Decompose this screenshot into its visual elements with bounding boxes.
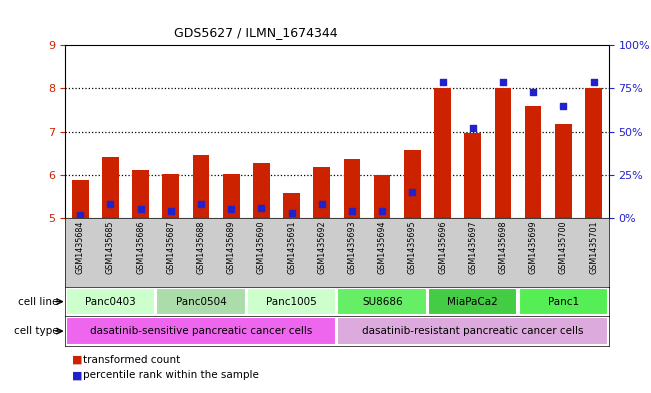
- Bar: [404, 150, 421, 218]
- Text: ■: ■: [72, 354, 82, 365]
- Bar: [223, 174, 240, 218]
- Point: [528, 89, 538, 95]
- Point: [165, 208, 176, 214]
- Text: Panc0504: Panc0504: [176, 297, 227, 307]
- Bar: [337, 317, 608, 345]
- Point: [196, 201, 206, 208]
- Text: GSM1435687: GSM1435687: [166, 220, 175, 274]
- Text: GSM1435689: GSM1435689: [227, 220, 236, 274]
- Text: dasatinib-resistant pancreatic cancer cells: dasatinib-resistant pancreatic cancer ce…: [362, 326, 583, 336]
- Point: [316, 201, 327, 208]
- Bar: [66, 288, 155, 316]
- Point: [226, 206, 236, 213]
- Text: GSM1435699: GSM1435699: [529, 220, 538, 274]
- Bar: [247, 288, 337, 316]
- Bar: [428, 288, 518, 316]
- Bar: [156, 288, 245, 316]
- Bar: [337, 288, 427, 316]
- Bar: [72, 180, 89, 218]
- Text: GSM1435697: GSM1435697: [468, 220, 477, 274]
- Text: GSM1435698: GSM1435698: [499, 220, 508, 274]
- Bar: [525, 106, 542, 218]
- Point: [498, 78, 508, 84]
- Point: [437, 78, 448, 84]
- Text: GSM1435701: GSM1435701: [589, 220, 598, 274]
- Bar: [464, 133, 481, 218]
- Bar: [344, 159, 360, 218]
- Bar: [555, 124, 572, 218]
- Point: [135, 206, 146, 213]
- Bar: [314, 167, 330, 218]
- Bar: [132, 170, 149, 218]
- Text: GSM1435694: GSM1435694: [378, 220, 387, 274]
- Point: [286, 210, 297, 216]
- Text: ■: ■: [72, 370, 82, 380]
- Text: GSM1435688: GSM1435688: [197, 220, 206, 274]
- Text: GSM1435700: GSM1435700: [559, 220, 568, 274]
- Text: GSM1435684: GSM1435684: [76, 220, 85, 274]
- Text: MiaPaCa2: MiaPaCa2: [447, 297, 498, 307]
- Point: [105, 201, 116, 208]
- Text: GSM1435685: GSM1435685: [106, 220, 115, 274]
- Bar: [193, 154, 210, 218]
- Text: GSM1435691: GSM1435691: [287, 220, 296, 274]
- Point: [347, 208, 357, 214]
- Bar: [519, 288, 608, 316]
- Text: cell type: cell type: [14, 326, 59, 336]
- Bar: [585, 88, 602, 218]
- Text: transformed count: transformed count: [83, 354, 180, 365]
- Text: GSM1435690: GSM1435690: [257, 220, 266, 274]
- Text: percentile rank within the sample: percentile rank within the sample: [83, 370, 259, 380]
- Bar: [495, 88, 511, 218]
- Bar: [374, 175, 391, 218]
- Point: [256, 205, 267, 211]
- Text: SU8686: SU8686: [362, 297, 402, 307]
- Bar: [283, 193, 300, 218]
- Bar: [102, 157, 118, 218]
- Text: Panc1005: Panc1005: [266, 297, 317, 307]
- Text: Panc1: Panc1: [548, 297, 579, 307]
- Text: GSM1435692: GSM1435692: [317, 220, 326, 274]
- Text: Panc0403: Panc0403: [85, 297, 136, 307]
- Text: GDS5627 / ILMN_1674344: GDS5627 / ILMN_1674344: [174, 26, 337, 39]
- Bar: [434, 88, 451, 218]
- Point: [75, 211, 85, 218]
- Text: dasatinib-sensitive pancreatic cancer cells: dasatinib-sensitive pancreatic cancer ce…: [90, 326, 312, 336]
- Point: [377, 208, 387, 214]
- Text: GSM1435695: GSM1435695: [408, 220, 417, 274]
- Point: [467, 125, 478, 131]
- Text: GSM1435693: GSM1435693: [348, 220, 357, 274]
- Text: cell line: cell line: [18, 297, 59, 307]
- Point: [558, 103, 568, 109]
- Bar: [163, 174, 179, 218]
- Point: [407, 189, 417, 195]
- Point: [589, 78, 599, 84]
- Bar: [66, 317, 337, 345]
- Bar: [253, 163, 270, 218]
- Text: GSM1435686: GSM1435686: [136, 220, 145, 274]
- Text: GSM1435696: GSM1435696: [438, 220, 447, 274]
